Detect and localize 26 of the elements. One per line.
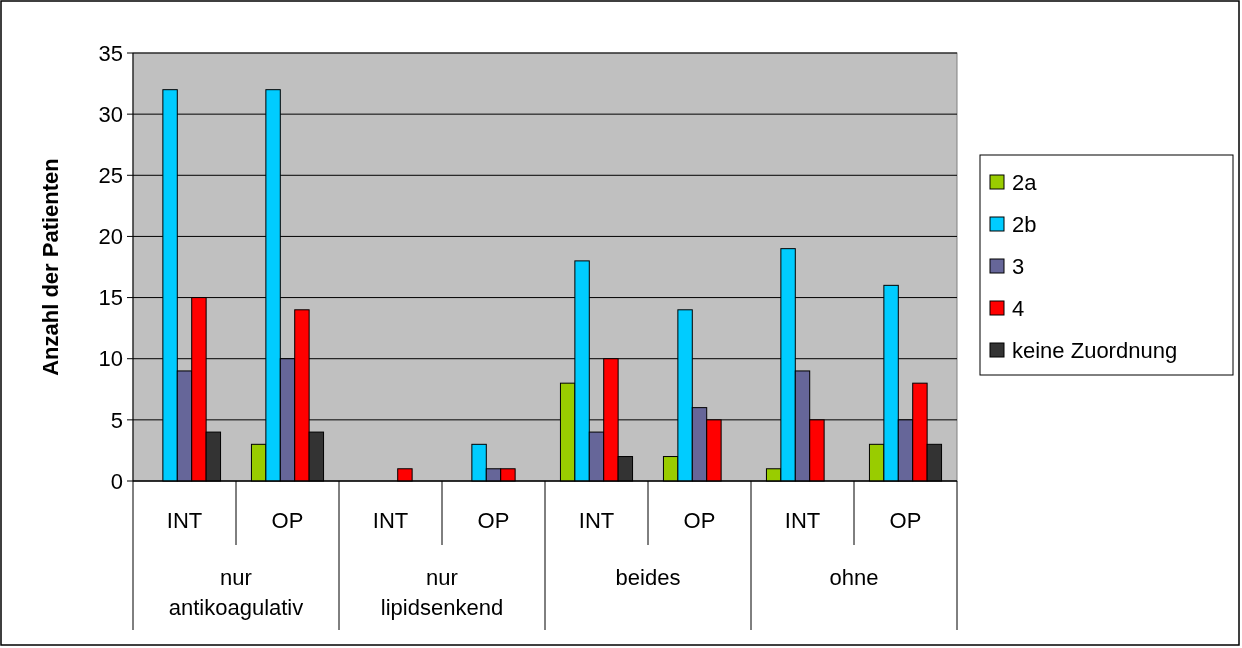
x-tick-label: INT: [166, 508, 203, 533]
legend-label: 2b: [1012, 211, 1037, 237]
text: ohne: [829, 565, 879, 590]
x-tick-label: OP: [271, 508, 304, 533]
x-tick-label: OP: [683, 508, 716, 533]
y-tick-label: 10: [98, 346, 123, 372]
legend-label: keine Zuordnung: [1012, 337, 1178, 363]
y-tick-label: 25: [98, 162, 123, 188]
y-tick-label: 35: [98, 40, 123, 66]
y-tick-label: 0: [110, 468, 123, 494]
text: beides: [615, 565, 681, 590]
y-tick-label: 20: [98, 224, 123, 250]
legend-label: 3: [1012, 253, 1025, 279]
legend-label: 2a: [1012, 169, 1038, 195]
legend-label: 4: [1012, 295, 1025, 321]
y-tick-label: 15: [98, 285, 123, 311]
text: nur antikoagulativ: [168, 565, 304, 620]
x-tick-label: INT: [372, 508, 409, 533]
y-axis-title: Anzahl der Patienten: [38, 158, 63, 376]
x-tick-label: INT: [784, 508, 821, 533]
x-tick-label: OP: [477, 508, 510, 533]
x-tick-label: OP: [889, 508, 922, 533]
y-tick-label: 30: [98, 101, 123, 127]
y-tick-label: 5: [110, 407, 123, 433]
text: nur lipidsenkend: [380, 565, 504, 620]
x-tick-label: INT: [578, 508, 615, 533]
